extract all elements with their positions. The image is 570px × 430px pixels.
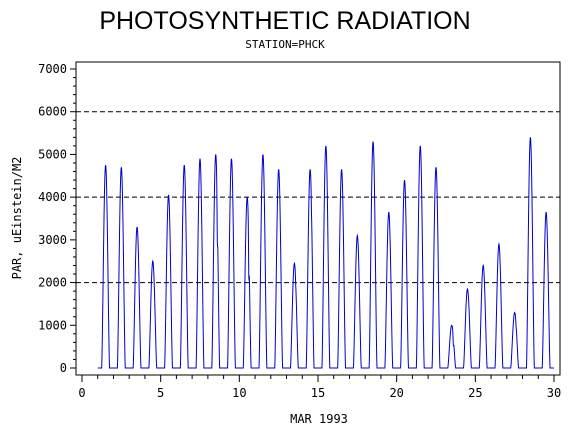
y-tick-label: 3000 xyxy=(38,233,67,247)
x-axis-label: MAR 1993 xyxy=(290,412,348,426)
y-tick-label: 5000 xyxy=(38,147,67,161)
series-line xyxy=(97,137,554,369)
x-tick-label: 10 xyxy=(232,386,246,400)
reference-lines xyxy=(76,111,560,284)
y-tick-label: 2000 xyxy=(38,276,67,290)
x-tick-label: 15 xyxy=(311,386,325,400)
x-tick-label: 5 xyxy=(157,386,164,400)
plot-frame xyxy=(75,61,561,376)
chart-subtitle: STATION=PHCK xyxy=(245,38,325,51)
x-axis: 0 5 10 15 20 25 30 xyxy=(78,375,561,400)
x-tick-label: 20 xyxy=(389,386,403,400)
y-tick-label: 6000 xyxy=(38,105,67,119)
y-axis-label: PAR, uEinstein/M2 xyxy=(10,157,24,280)
y-tick-label: 4000 xyxy=(38,190,67,204)
series-layer xyxy=(97,137,554,369)
chart-title: PHOTOSYNTHETIC RADIATION xyxy=(99,7,470,35)
y-tick-label: 7000 xyxy=(38,62,67,76)
x-tick-label: 0 xyxy=(78,386,85,400)
y-tick-label: 1000 xyxy=(38,318,67,332)
x-tick-label: 25 xyxy=(468,386,482,400)
y-axis: 0 1000 2000 3000 4000 5000 6000 7000 xyxy=(38,62,76,375)
x-tick-label: 30 xyxy=(547,386,561,400)
y-tick-label: 0 xyxy=(60,361,67,375)
